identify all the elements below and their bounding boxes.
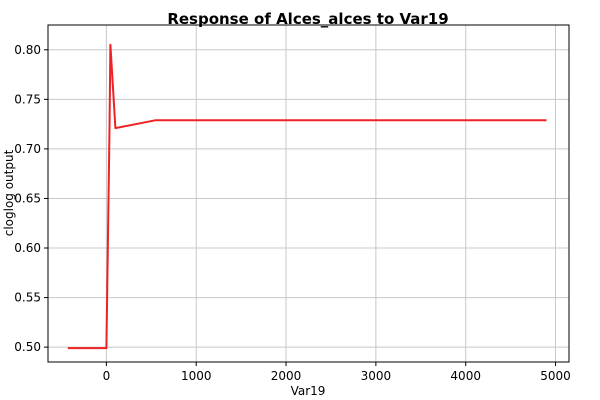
y-tick-label: 0.50 (14, 340, 41, 354)
x-axis-label: Var19 (291, 384, 326, 398)
y-axis-label: cloglog output (2, 149, 16, 236)
x-tick-label: 3000 (361, 369, 392, 383)
grid (48, 25, 569, 362)
series-layer (67, 43, 547, 350)
x-tick-label: 0 (103, 369, 111, 383)
y-tick-label: 0.65 (14, 191, 41, 205)
y-tick-label: 0.75 (14, 92, 41, 106)
y-tick-label: 0.70 (14, 142, 41, 156)
x-tick-label: 2000 (271, 369, 302, 383)
x-tick-label: 4000 (450, 369, 481, 383)
plot-frame (47, 24, 570, 363)
series-line (67, 43, 547, 350)
x-tick-label: 1000 (181, 369, 212, 383)
ticks: 0 1000 2000 3000 4000 5000 0.50 0.55 0.60 0.65 0.7… (14, 43, 571, 383)
chart-title: Response of Alces_alces to Var19 (167, 10, 448, 28)
y-tick-label: 0.80 (14, 43, 41, 57)
y-tick-label: 0.60 (14, 241, 41, 255)
x-tick-label: 5000 (540, 369, 571, 383)
y-tick-label: 0.55 (14, 291, 41, 305)
